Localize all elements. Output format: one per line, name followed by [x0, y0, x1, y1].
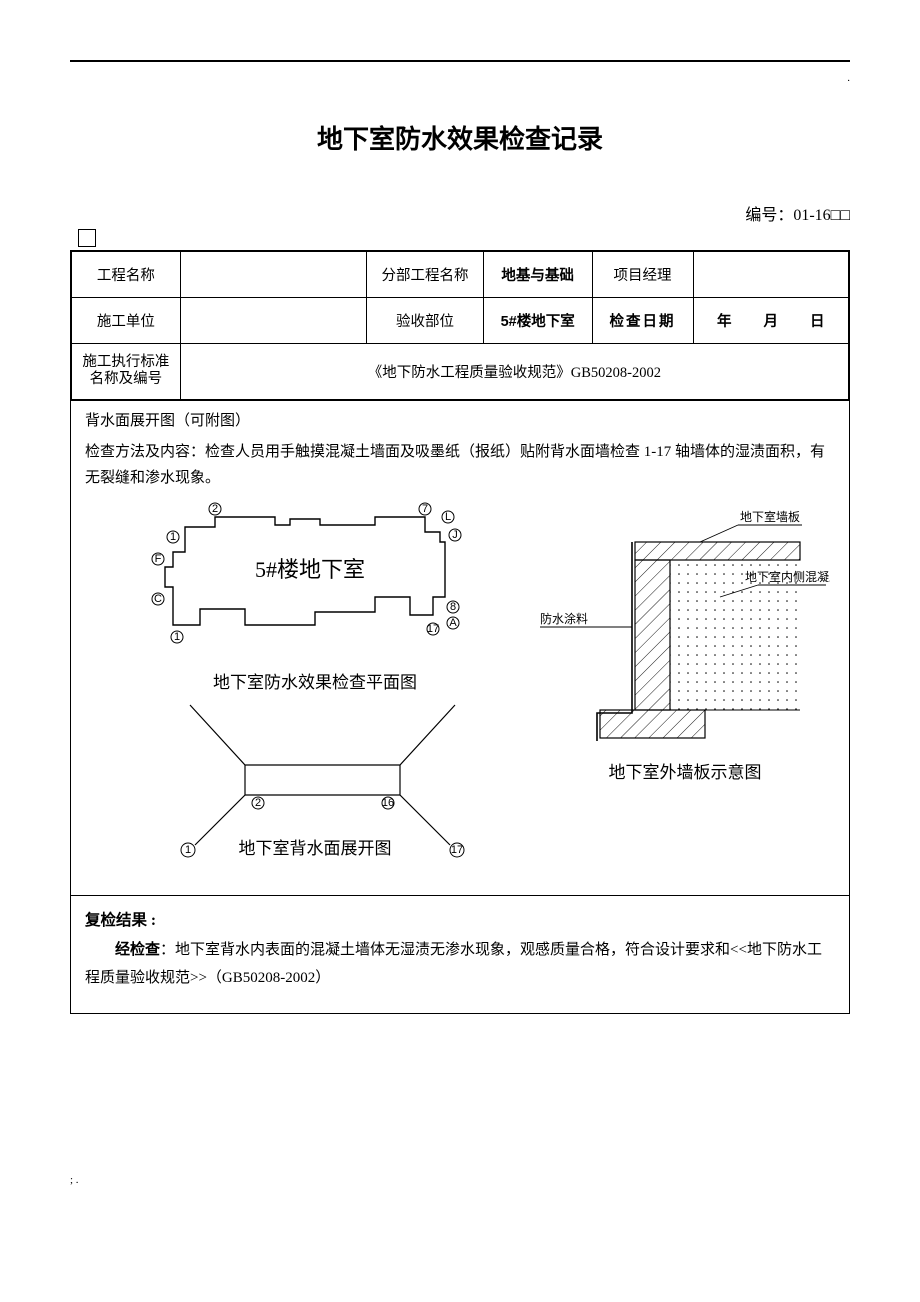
diagrams-area: 5#楼地下室 2 7 L J 1 F C 1 8 A 17 地下室防水效果检查平… [85, 497, 835, 887]
doc-number: 编号：01-16□□ [70, 201, 850, 225]
plan-caption: 地下室防水效果检查平面图 [165, 669, 465, 698]
svg-text:1: 1 [170, 531, 176, 543]
svg-text:8: 8 [450, 601, 456, 613]
marker-icon: 2 [252, 797, 264, 809]
svg-text:2: 2 [212, 503, 218, 515]
table-row: 工程名称 分部工程名称 地基与基础 项目经理 [72, 252, 849, 298]
marker-icon: F [152, 553, 164, 565]
cell-subproj-label: 分部工程名称 [367, 252, 484, 298]
svg-text:L: L [445, 511, 451, 523]
svg-text:A: A [449, 617, 457, 629]
wall-label-b: 地下室内侧混凝土墙面 [745, 569, 830, 584]
table-row: 施工单位 验收部位 5#楼地下室 检查日期 年 月 日 [72, 298, 849, 344]
cell-projname-value [180, 252, 366, 298]
result-text: ：地下室背水内表面的混凝土墙体无湿渍无渗水现象，观感质量合格，符合设计要求和<<… [85, 942, 822, 987]
header-table: 工程名称 分部工程名称 地基与基础 项目经理 施工单位 验收部位 5#楼地下室 … [71, 251, 849, 400]
svg-text:C: C [154, 593, 162, 605]
table-row: 施工执行标准 名称及编号 《地下防水工程质量验收规范》GB50208-2002 [72, 344, 849, 400]
svg-text:F: F [155, 553, 162, 565]
marker-icon: 1 [167, 531, 179, 543]
cell-pm-label: 项目经理 [592, 252, 693, 298]
outside-checkbox [70, 229, 850, 250]
marker-icon: L [442, 511, 454, 523]
cell-date-value: 年 月 日 [693, 298, 848, 344]
plan-diagram: 5#楼地下室 2 7 L J 1 F C 1 8 A 17 [145, 497, 475, 667]
result-section: 复检结果 : 经检查：地下室背水内表面的混凝土墙体无湿渍无渗水现象，观感质量合格… [71, 895, 849, 1012]
svg-text:7: 7 [422, 503, 428, 515]
svg-text:17: 17 [427, 623, 439, 635]
cell-std-label: 施工执行标准 名称及编号 [72, 344, 181, 400]
cell-subproj-value: 地基与基础 [483, 252, 592, 298]
result-title: 复检结果 : [85, 906, 835, 935]
wall-label-c: 防水涂料 [540, 611, 588, 626]
svg-text:J: J [452, 529, 458, 541]
marker-icon: 17 [427, 623, 439, 635]
page-title: 地下室防水效果检查记录 [70, 119, 850, 156]
cell-part-value: 5#楼地下室 [483, 298, 592, 344]
body-line1: 背水面展开图（可附图） [85, 409, 835, 435]
cell-pm-value [693, 252, 848, 298]
top-rule [70, 60, 850, 62]
svg-text:16: 16 [382, 797, 394, 809]
doc-number-label: 编号： [745, 207, 793, 224]
wall-caption: 地下室外墙板示意图 [555, 759, 815, 788]
svg-text:2: 2 [255, 797, 261, 809]
marker-icon: 16 [382, 797, 394, 809]
marker-icon: C [152, 593, 164, 605]
marker-icon: 2 [209, 503, 221, 515]
wall-label-a: 地下室墙板 [740, 509, 800, 524]
marker-icon: J [449, 529, 461, 541]
form-container: 工程名称 分部工程名称 地基与基础 项目经理 施工单位 验收部位 5#楼地下室 … [70, 250, 850, 1014]
cell-unit-label: 施工单位 [72, 298, 181, 344]
marker-icon: A [447, 617, 459, 629]
std-label-l2: 名称及编号 [78, 371, 174, 388]
corner-dot: . [70, 72, 850, 84]
doc-number-value: 01-16□□ [793, 207, 850, 224]
body-line2: 检查方法及内容：检查人员用手触摸混凝土墙面及吸墨纸（报纸）贴附背水面墙检查 1-… [85, 440, 835, 491]
body-section: 背水面展开图（可附图） 检查方法及内容：检查人员用手触摸混凝土墙面及吸墨纸（报纸… [71, 400, 849, 896]
wall-section-diagram: 地下室墙板 地下室内侧混凝土墙面 防水涂料 [540, 507, 830, 757]
std-label-l1: 施工执行标准 [78, 354, 174, 371]
marker-icon: 7 [419, 503, 431, 515]
cell-unit-value [180, 298, 366, 344]
unfold-caption: 地下室背水面展开图 [165, 835, 465, 864]
svg-text:1: 1 [174, 631, 180, 643]
plan-label: 5#楼地下室 [255, 557, 365, 582]
footer-mark: ; . [70, 1174, 850, 1186]
marker-icon: 1 [171, 631, 183, 643]
result-lead: 经检查 [115, 942, 160, 958]
date-day: 日 [810, 310, 825, 331]
marker-icon: 8 [447, 601, 459, 613]
cell-projname-label: 工程名称 [72, 252, 181, 298]
result-body: 经检查：地下室背水内表面的混凝土墙体无湿渍无渗水现象，观感质量合格，符合设计要求… [85, 936, 835, 993]
cell-part-label: 验收部位 [367, 298, 484, 344]
cell-date-label: 检查日期 [592, 298, 693, 344]
date-year: 年 [717, 310, 732, 331]
date-month: 月 [764, 310, 779, 331]
cell-std-value: 《地下防水工程质量验收规范》GB50208-2002 [180, 344, 848, 400]
